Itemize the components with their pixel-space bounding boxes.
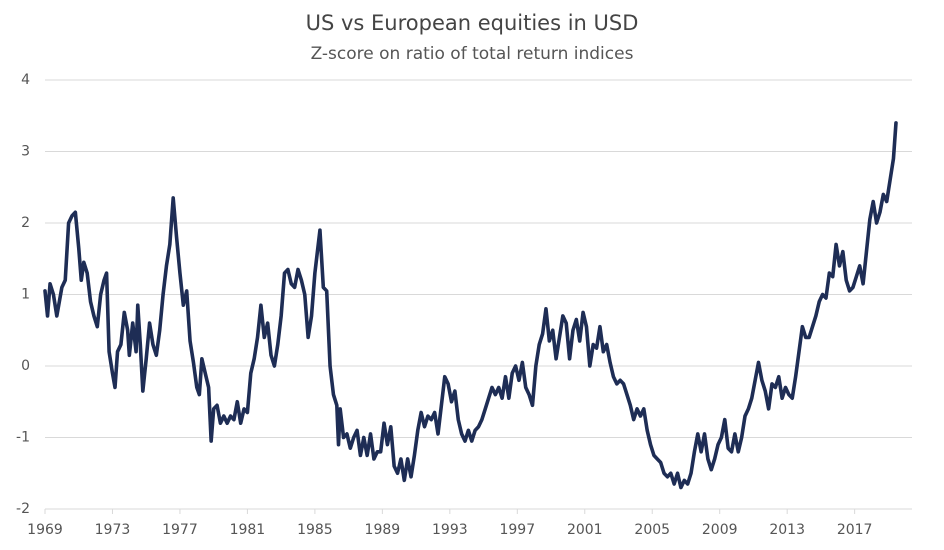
y-tick-label: 1 <box>21 287 30 303</box>
x-tick-label: 2017 <box>837 522 873 538</box>
x-tick-label: 1989 <box>365 522 401 538</box>
x-tick-label: 1981 <box>230 522 266 538</box>
y-tick-label: 3 <box>21 144 30 160</box>
x-tick-label: 1985 <box>297 522 333 538</box>
x-tick-label: 2013 <box>769 522 805 538</box>
chart-subtitle: Z-score on ratio of total return indices <box>311 44 634 64</box>
y-tick-label: 0 <box>21 358 30 374</box>
x-tick-label: 2001 <box>567 522 603 538</box>
x-tick-label: 1997 <box>499 522 535 538</box>
x-tick-label: 1993 <box>432 522 468 538</box>
x-tick-label: 2005 <box>634 522 670 538</box>
y-tick-label: -1 <box>16 430 30 446</box>
x-tick-label: 1969 <box>27 522 63 538</box>
data-line <box>43 121 898 490</box>
x-tick-label: 1973 <box>95 522 131 538</box>
y-tick-label: 2 <box>21 215 30 231</box>
chart-title: US vs European equities in USD <box>306 11 639 35</box>
y-tick-label: -2 <box>16 501 30 517</box>
y-tick-label: 4 <box>21 72 30 88</box>
x-tick-label: 1977 <box>162 522 198 538</box>
x-tick-label: 2009 <box>702 522 738 538</box>
